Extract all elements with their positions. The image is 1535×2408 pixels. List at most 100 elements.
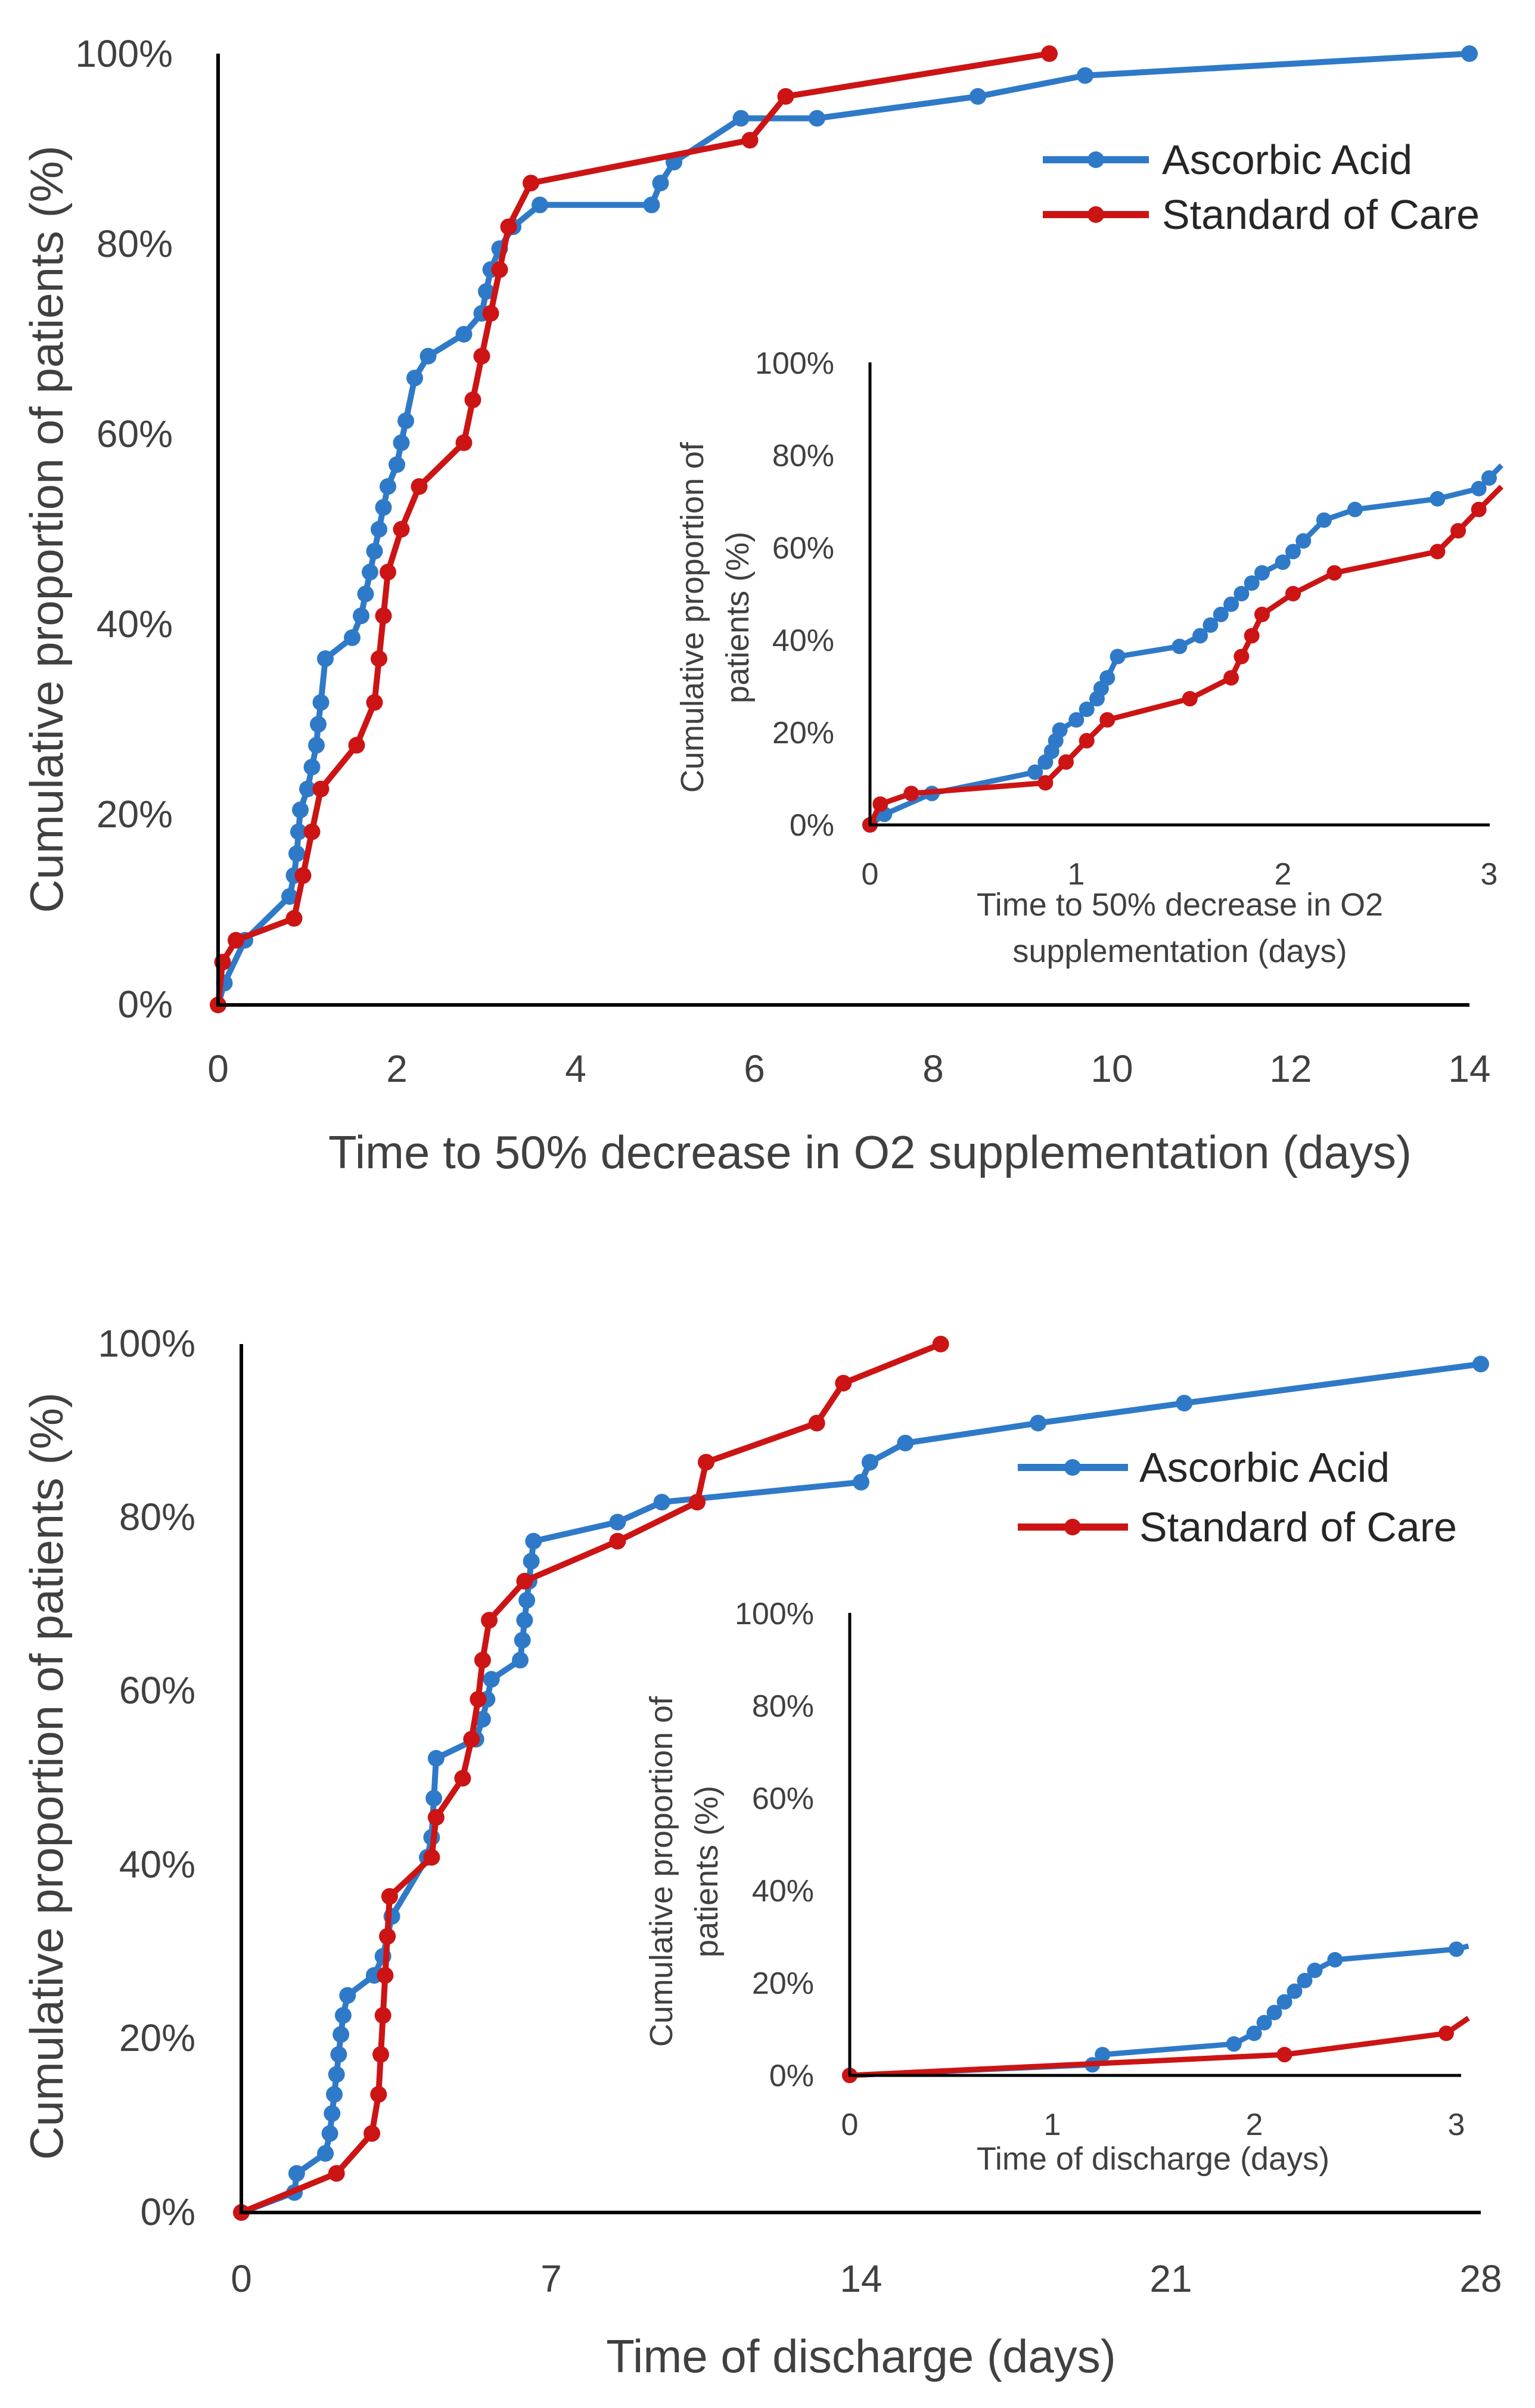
oxygen-inset-point-ascorbic	[1233, 586, 1250, 601]
oxygen-point-standard	[777, 88, 794, 105]
discharge-point-standard	[374, 2007, 391, 2024]
oxygen-x-axis-title: Time to 50% decrease in O2 supplementati…	[328, 1126, 1412, 1178]
oxygen-inset-point-standard	[1254, 606, 1270, 622]
legend-label-standard: Standard of Care	[1139, 1504, 1457, 1550]
discharge-point-ascorbic	[514, 1631, 531, 1649]
oxygen-inset-point-ascorbic	[1213, 606, 1229, 622]
oxygen-y-tick: 0%	[118, 983, 173, 1026]
oxygen-point-standard	[411, 478, 428, 495]
oxygen-x-tick: 8	[922, 1047, 944, 1090]
discharge-line-standard	[240, 1341, 942, 2215]
oxygen-inset-point-standard	[1058, 754, 1074, 770]
oxygen-inset-point-standard	[1285, 586, 1301, 601]
discharge-point-standard	[427, 1809, 445, 1826]
discharge-x-tick: 14	[840, 2257, 882, 2300]
oxygen-inset-point-ascorbic	[1110, 648, 1126, 665]
oxygen-inset-y-axis-title: patients (%)	[720, 532, 756, 703]
oxygen-inset-y-tick: 0%	[790, 808, 834, 843]
discharge-inset-x-tick: 0	[841, 2108, 859, 2142]
oxygen-inset-point-ascorbic	[1068, 712, 1085, 728]
discharge-point-standard	[328, 2165, 345, 2182]
oxygen-point-standard	[455, 434, 473, 451]
discharge-point-ascorbic	[483, 1671, 500, 1688]
oxygen-inset-chart: 0% 20% 40% 60% 80% 100% 0 1 2 3 Time to …	[675, 346, 1504, 969]
discharge-legend: Ascorbic Acid Standard of Care	[1018, 1444, 1457, 1550]
oxygen-inset-y-tick: 20%	[772, 716, 834, 750]
discharge-point-standard	[423, 1849, 440, 1866]
discharge-y-tick: 0%	[141, 2190, 196, 2233]
oxygen-y-tick: 80%	[97, 222, 173, 265]
oxygen-inset-point-ascorbic	[1223, 596, 1239, 612]
oxygen-inset-point-ascorbic	[1285, 544, 1301, 560]
oxygen-point-ascorbic	[281, 888, 298, 905]
oxygen-point-ascorbic	[406, 370, 423, 387]
oxygen-inset-x-axis-title: Time to 50% decrease in O2	[977, 887, 1383, 923]
oxygen-point-ascorbic	[732, 110, 750, 127]
discharge-inset-point-ascorbic	[1276, 1994, 1292, 2010]
discharge-inset-point-ascorbic	[1449, 1941, 1464, 1957]
discharge-inset-y-tick: 100%	[735, 1597, 814, 1631]
discharge-point-standard	[835, 1374, 852, 1392]
oxygen-point-ascorbic	[1461, 45, 1478, 62]
discharge-point-ascorbic	[339, 1987, 356, 2004]
oxygen-inset-point-ascorbic	[1471, 480, 1487, 497]
discharge-y-tick: 60%	[119, 1669, 195, 1712]
oxygen-point-ascorbic	[809, 110, 825, 127]
discharge-point-ascorbic	[512, 1652, 529, 1669]
oxygen-point-ascorbic	[1077, 67, 1093, 84]
oxygen-line-standard	[215, 51, 1050, 1006]
discharge-inset-point-ascorbic	[1297, 1972, 1313, 1988]
discharge-inset-y-tick: 20%	[752, 1966, 814, 2001]
discharge-inset-point-ascorbic	[1246, 2025, 1262, 2041]
discharge-point-standard	[516, 1572, 533, 1590]
discharge-inset-point-ascorbic	[1287, 1983, 1303, 1999]
oxygen-point-standard	[473, 347, 490, 365]
oxygen-inset-x-tick: 1	[1068, 857, 1085, 892]
oxygen-inset-point-ascorbic	[1192, 628, 1208, 644]
oxygen-point-ascorbic	[532, 196, 548, 213]
oxygen-x-tick: 2	[386, 1047, 408, 1090]
discharge-inset-y-axis-title: patients (%)	[689, 1786, 725, 1957]
oxygen-chart-series	[210, 45, 1478, 1013]
discharge-point-ascorbic	[523, 1553, 540, 1570]
oxygen-point-ascorbic	[362, 563, 378, 581]
discharge-point-standard	[377, 1967, 394, 1984]
discharge-point-standard	[363, 2125, 381, 2142]
discharge-point-standard	[470, 1690, 487, 1708]
discharge-point-ascorbic	[324, 2105, 341, 2122]
oxygen-legend: Ascorbic Acid Standard of Care	[1043, 136, 1480, 238]
oxygen-point-standard	[312, 780, 330, 798]
discharge-point-ascorbic	[328, 2066, 345, 2083]
oxygen-point-ascorbic	[357, 585, 374, 603]
discharge-point-standard	[379, 1928, 396, 1945]
oxygen-inset-point-standard	[1079, 733, 1095, 749]
oxygen-y-tick: 40%	[97, 603, 173, 646]
discharge-point-ascorbic	[653, 1494, 670, 1511]
discharge-y-tick: 80%	[119, 1495, 195, 1538]
oxygen-inset-point-standard	[1037, 775, 1054, 791]
discharge-point-ascorbic	[525, 1532, 542, 1550]
oxygen-inset-point-ascorbic	[1172, 638, 1188, 654]
oxygen-inset-x-tick: 2	[1275, 857, 1292, 892]
oxygen-x-tick: 0	[207, 1047, 229, 1090]
oxygen-point-standard	[393, 521, 410, 538]
oxygen-point-ascorbic	[288, 845, 305, 862]
discharge-inset-y-tick: 40%	[752, 1874, 814, 1909]
oxygen-inset-point-standard	[903, 786, 919, 802]
discharge-inset-y-tick: 60%	[752, 1782, 814, 1816]
oxygen-inset-point-ascorbic	[1099, 670, 1115, 686]
discharge-point-standard	[381, 1888, 398, 1905]
discharge-inset-point-ascorbic	[1307, 1962, 1323, 1978]
discharge-x-tick: 28	[1459, 2257, 1502, 2300]
oxygen-inset-point-standard	[872, 796, 888, 812]
discharge-point-ascorbic	[427, 1750, 445, 1767]
legend-marker-standard	[1064, 1519, 1081, 1535]
discharge-inset-point-standard	[1438, 2025, 1454, 2041]
oxygen-chart: 0% 20% 40% 60% 80% 100% 0 2 4 6 8 10 12 …	[20, 32, 1504, 1178]
oxygen-point-ascorbic	[292, 801, 309, 818]
oxygen-point-ascorbic	[371, 521, 387, 538]
oxygen-inset-point-ascorbic	[1295, 533, 1312, 549]
discharge-chart-series	[233, 1336, 1489, 2221]
oxygen-inset-point-standard	[1471, 501, 1487, 517]
oxygen-point-ascorbic	[397, 412, 414, 430]
